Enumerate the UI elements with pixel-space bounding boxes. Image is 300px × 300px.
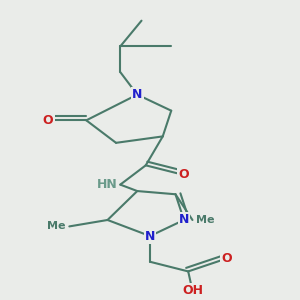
Text: N: N (179, 214, 189, 226)
Text: Me: Me (196, 215, 214, 225)
Text: O: O (43, 114, 53, 127)
Text: O: O (179, 169, 189, 182)
Text: O: O (221, 252, 232, 265)
Text: N: N (145, 230, 155, 243)
Text: HN: HN (97, 178, 118, 191)
Text: Me: Me (47, 221, 66, 231)
Text: OH: OH (182, 284, 203, 297)
Text: N: N (132, 88, 142, 101)
